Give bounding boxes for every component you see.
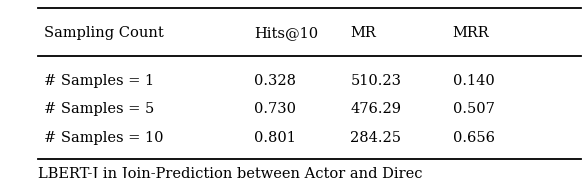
Text: Hits@10: Hits@10 <box>254 26 318 40</box>
Text: 0.140: 0.140 <box>453 74 494 88</box>
Text: # Samples = 1: # Samples = 1 <box>44 74 154 88</box>
Text: 0.328: 0.328 <box>254 74 296 88</box>
Text: LBERT-J in Join-Prediction between Actor and Direc: LBERT-J in Join-Prediction between Actor… <box>38 167 422 178</box>
Text: 0.656: 0.656 <box>453 131 495 145</box>
Text: 0.730: 0.730 <box>254 103 296 116</box>
Text: 476.29: 476.29 <box>350 103 401 116</box>
Text: MRR: MRR <box>453 26 489 40</box>
Text: 284.25: 284.25 <box>350 131 401 145</box>
Text: # Samples = 5: # Samples = 5 <box>44 103 154 116</box>
Text: Sampling Count: Sampling Count <box>44 26 164 40</box>
Text: 0.801: 0.801 <box>254 131 296 145</box>
Text: 510.23: 510.23 <box>350 74 401 88</box>
Text: # Samples = 10: # Samples = 10 <box>44 131 164 145</box>
Text: MR: MR <box>350 26 376 40</box>
Text: 0.507: 0.507 <box>453 103 495 116</box>
